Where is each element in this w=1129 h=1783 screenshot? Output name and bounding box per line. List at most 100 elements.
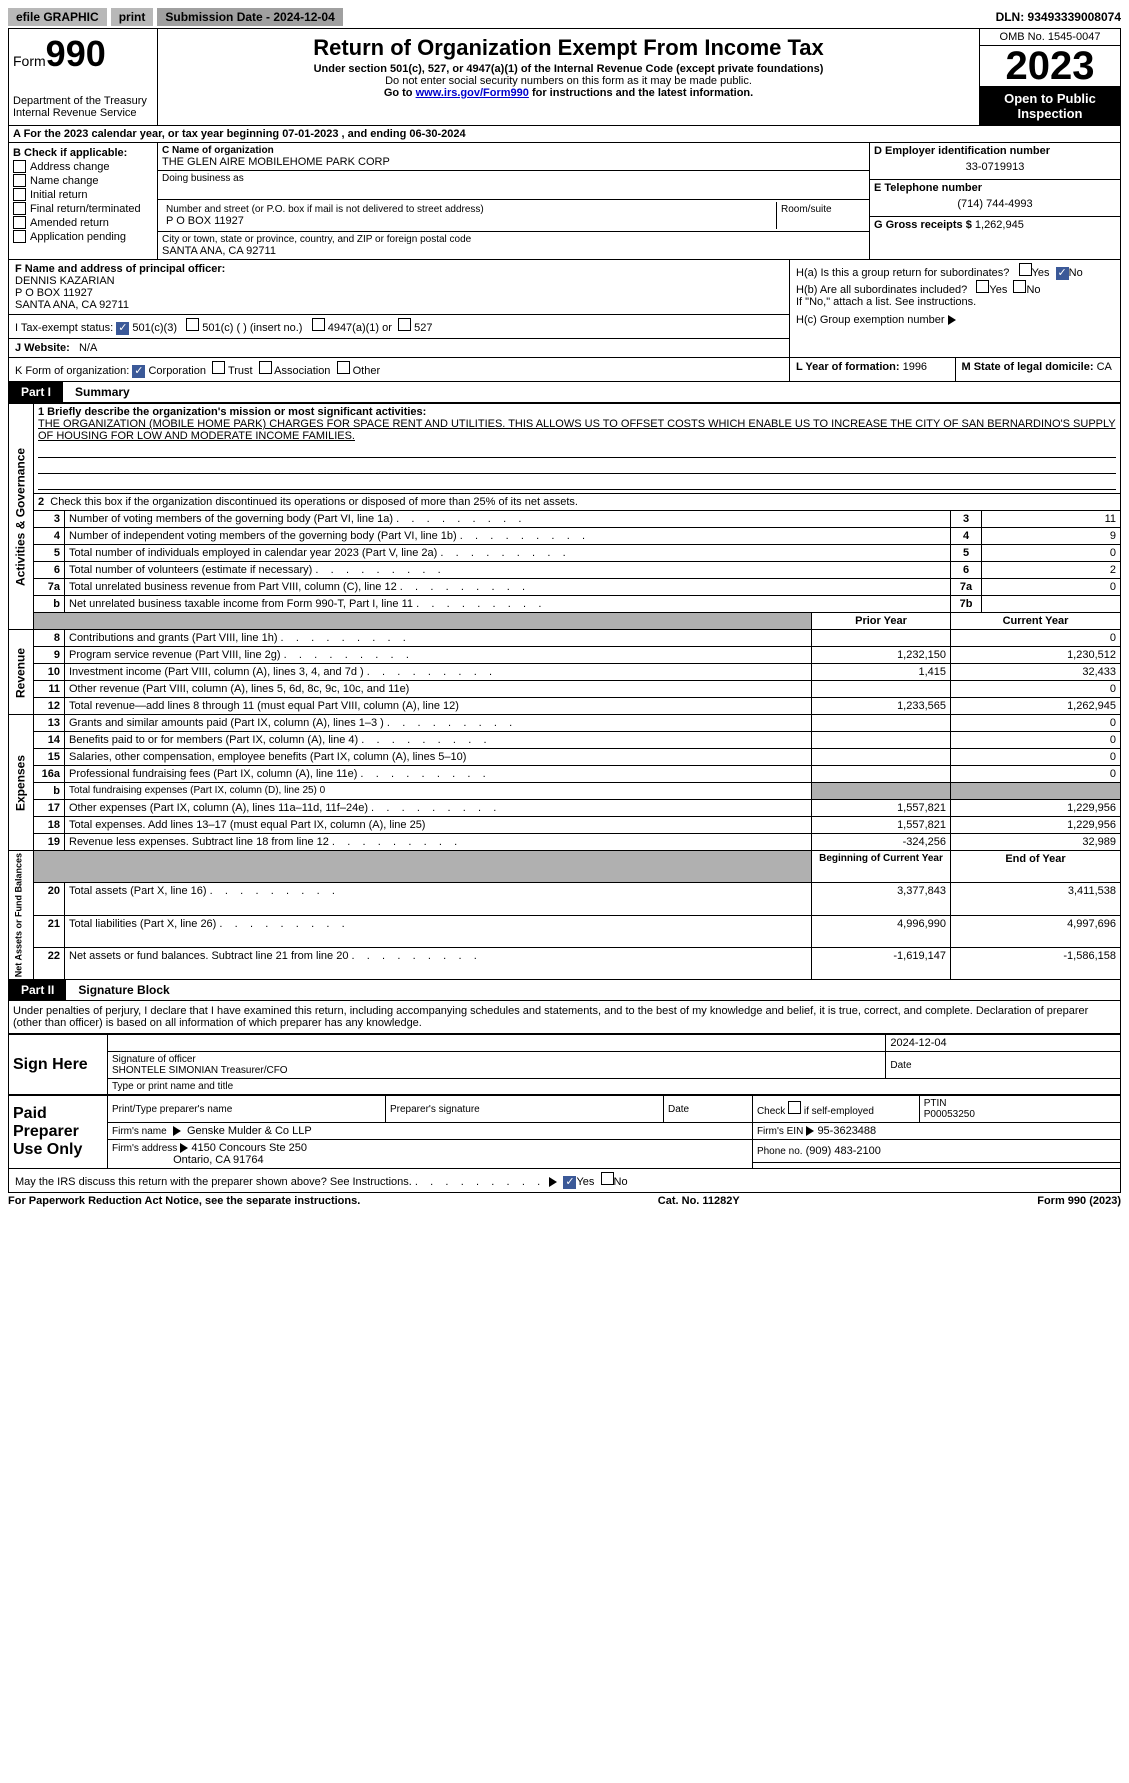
r19p: -324,256	[812, 834, 951, 851]
box-b-label: B Check if applicable:	[13, 147, 153, 159]
r18c: 1,229,956	[951, 817, 1121, 834]
r5t: Total number of individuals employed in …	[65, 545, 951, 562]
r21p: 4,996,990	[812, 915, 951, 947]
r16ac: 0	[951, 766, 1121, 783]
r15c: 0	[951, 749, 1121, 766]
arrow-icon	[173, 1126, 181, 1136]
checkbox-discuss-no[interactable]	[601, 1172, 614, 1185]
r15t: Salaries, other compensation, employee b…	[65, 749, 812, 766]
checkbox-527[interactable]	[398, 318, 411, 331]
r6n: 6	[34, 562, 65, 579]
paid-preparer-label: Paid Preparer Use Only	[9, 1096, 108, 1169]
checkbox-name-change[interactable]	[13, 174, 26, 187]
gross-label: G Gross receipts $	[874, 219, 972, 231]
checkbox-trust[interactable]	[212, 361, 225, 374]
summary-table: Activities & Governance 1 Briefly descri…	[8, 403, 1121, 980]
r17t: Other expenses (Part IX, column (A), lin…	[65, 800, 812, 817]
tax-status-label: I Tax-exempt status:	[15, 322, 113, 334]
ein-value: 33-0719913	[874, 157, 1116, 177]
self-employed-suffix: if self-employed	[801, 1106, 874, 1117]
efile-button[interactable]: efile GRAPHIC	[8, 8, 107, 26]
checkbox-ha-no[interactable]: ✓	[1056, 267, 1069, 280]
checkbox-ha-yes[interactable]	[1019, 263, 1032, 276]
year-formation-value: 1996	[903, 361, 927, 373]
checkbox-amended[interactable]	[13, 216, 26, 229]
city-label: City or town, state or province, country…	[162, 234, 865, 245]
vlabel-revenue: Revenue	[9, 630, 34, 715]
r15n: 15	[34, 749, 65, 766]
r16ap	[812, 766, 951, 783]
r19t: Revenue less expenses. Subtract line 18 …	[65, 834, 812, 851]
checkbox-discuss-yes[interactable]: ✓	[563, 1176, 576, 1189]
part2-label: Part II	[9, 980, 66, 1000]
box-deg: D Employer identification number 33-0719…	[870, 143, 1120, 259]
row-a-tax-year: A For the 2023 calendar year, or tax yea…	[8, 126, 1121, 143]
begin-header: Beginning of Current Year	[812, 851, 951, 883]
ptin-value: P00053250	[924, 1109, 975, 1120]
page-footer: For Paperwork Reduction Act Notice, see …	[8, 1193, 1121, 1209]
preparer-sig-label: Preparer's signature	[386, 1096, 664, 1123]
street-label: Number and street (or P.O. box if mail i…	[166, 204, 772, 215]
tax-year: 2023	[980, 46, 1120, 87]
ha-no: No	[1069, 267, 1083, 279]
form-header: Form990 Department of the Treasury Inter…	[8, 28, 1121, 126]
r22n: 22	[34, 947, 65, 979]
topbar: efile GRAPHIC print Submission Date - 20…	[8, 8, 1121, 26]
form-label: Form	[13, 53, 46, 69]
checkbox-self-employed[interactable]	[788, 1101, 801, 1114]
checkbox-initial-return[interactable]	[13, 188, 26, 201]
r14p	[812, 732, 951, 749]
end-header: End of Year	[951, 851, 1121, 883]
label-initial-return: Initial return	[30, 189, 87, 201]
r16bt: Total fundraising expenses (Part IX, col…	[65, 783, 812, 800]
r18p: 1,557,821	[812, 817, 951, 834]
domicile-label: M State of legal domicile:	[962, 361, 1094, 373]
checkbox-address-change[interactable]	[13, 160, 26, 173]
opt-4947: 4947(a)(1) or	[328, 322, 392, 334]
box-h: H(a) Is this a group return for subordin…	[790, 260, 1120, 311]
checkbox-other[interactable]	[337, 361, 350, 374]
checkbox-final-return[interactable]	[13, 202, 26, 215]
checkbox-corp[interactable]: ✓	[132, 365, 145, 378]
r16bc	[951, 783, 1121, 800]
ptin-label: PTIN	[924, 1098, 947, 1109]
city-value: SANTA ANA, CA 92711	[162, 245, 865, 257]
r20n: 20	[34, 883, 65, 915]
irs-link[interactable]: www.irs.gov/Form990	[416, 87, 529, 99]
hb-label: H(b) Are all subordinates included?	[796, 284, 967, 296]
checkbox-assoc[interactable]	[259, 361, 272, 374]
checkbox-4947[interactable]	[312, 318, 325, 331]
box-i: I Tax-exempt status: ✓ 501(c)(3) 501(c) …	[9, 315, 789, 339]
self-employed-label: Check	[757, 1106, 788, 1117]
checkbox-501c3[interactable]: ✓	[116, 322, 129, 335]
r10n: 10	[34, 664, 65, 681]
prior-header: Prior Year	[812, 613, 951, 630]
arrow-icon	[806, 1126, 814, 1136]
discuss-text: May the IRS discuss this return with the…	[15, 1176, 540, 1188]
q2-text: Check this box if the organization disco…	[50, 496, 578, 508]
discuss-no: No	[614, 1176, 628, 1188]
print-preparer-label: Print/Type preparer's name	[108, 1096, 386, 1123]
r16bp	[812, 783, 951, 800]
preparer-date-label: Date	[664, 1096, 753, 1123]
dba-label: Doing business as	[162, 173, 865, 184]
r22p: -1,619,147	[812, 947, 951, 979]
form-number: Form990	[13, 33, 153, 75]
room-label: Room/suite	[777, 202, 865, 229]
r13n: 13	[34, 715, 65, 732]
box-f: F Name and address of principal officer:…	[9, 260, 789, 315]
checkbox-hb-no[interactable]	[1013, 280, 1026, 293]
checkbox-501c[interactable]	[186, 318, 199, 331]
print-button[interactable]: print	[111, 8, 154, 26]
arrow-icon	[549, 1177, 557, 1187]
r11p	[812, 681, 951, 698]
checkbox-hb-yes[interactable]	[976, 280, 989, 293]
r9t: Program service revenue (Part VIII, line…	[65, 647, 812, 664]
sign-table: Sign Here 2024-12-04 Signature of office…	[8, 1034, 1121, 1095]
officer-city: SANTA ANA, CA 92711	[15, 299, 783, 311]
r17n: 17	[34, 800, 65, 817]
website-label: J Website:	[15, 342, 70, 354]
r7arn: 7a	[951, 579, 982, 596]
r13c: 0	[951, 715, 1121, 732]
checkbox-app-pending[interactable]	[13, 230, 26, 243]
